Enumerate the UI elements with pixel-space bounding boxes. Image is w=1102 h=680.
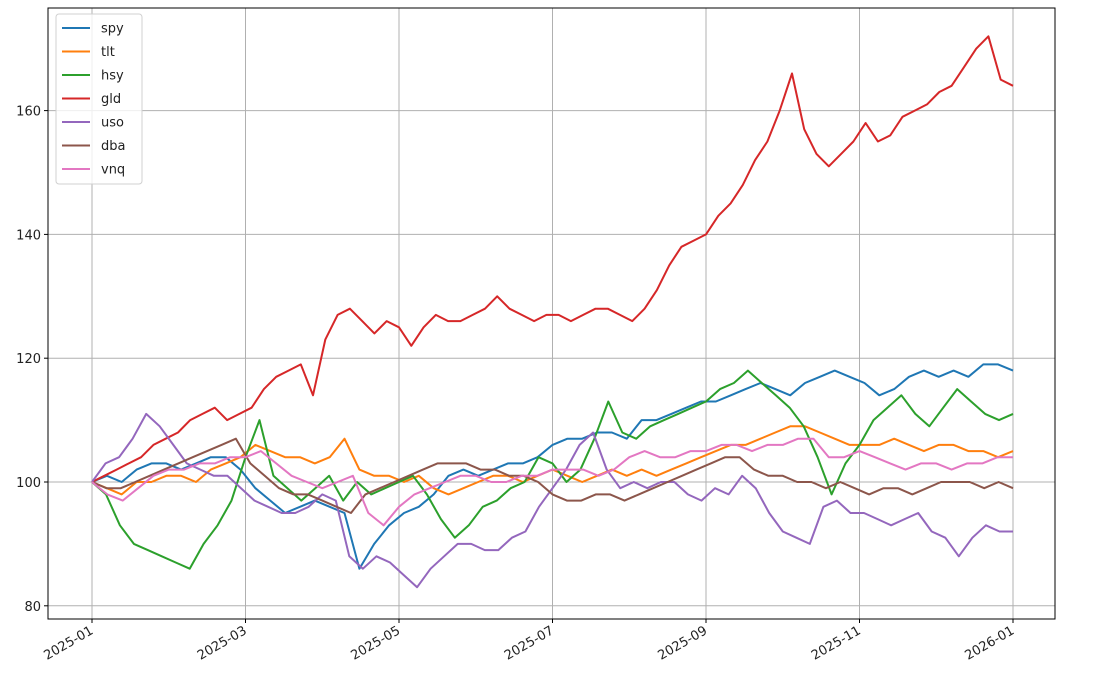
y-tick-label: 120 [16,352,41,367]
legend-label-dba: dba [101,139,125,154]
legend-label-spy: spy [101,22,124,37]
legend: spy tlt hsy gld uso dba vnq [55,13,143,185]
series-line-gld [91,35,1014,483]
plot-frame [47,7,1056,620]
y-tick-label: 160 [16,105,41,120]
y-axis: 80 100 120 140 160 [16,105,48,615]
legend-box [55,13,143,185]
series-line-spy [91,363,1014,570]
y-tick-label: 80 [24,600,41,615]
series-line-vnq [91,437,1013,527]
y-tick-label: 140 [16,228,41,243]
series-lines [91,35,1014,589]
legend-label-tlt: tlt [101,45,115,60]
legend-label-gld: gld [101,92,121,107]
legend-label-uso: uso [101,116,124,131]
series-line-dba [91,437,1014,514]
y-tick-label: 100 [16,476,41,491]
legend-label-hsy: hsy [101,69,124,84]
series-line-uso [91,412,1013,589]
legend-label-vnq: vnq [101,163,125,178]
